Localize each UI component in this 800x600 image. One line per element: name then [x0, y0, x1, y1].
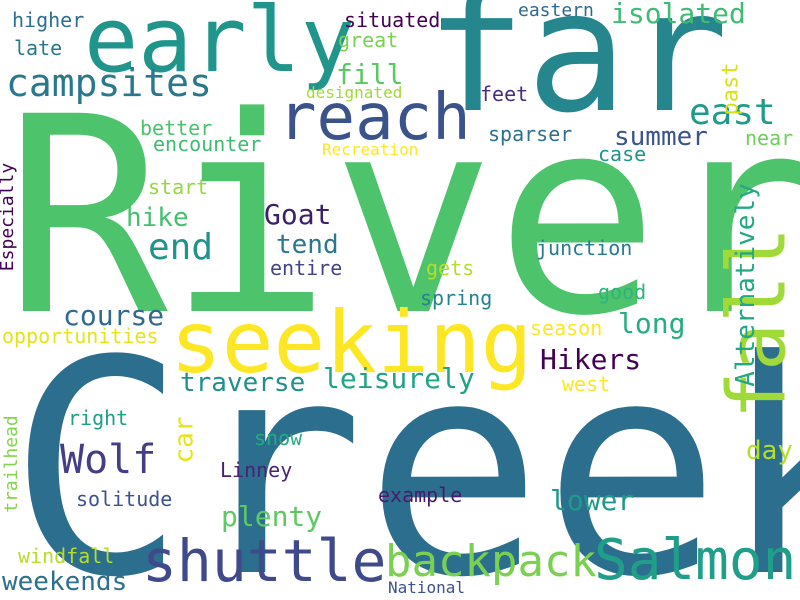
word-entire: entire — [270, 256, 343, 280]
word-past: past — [718, 62, 744, 116]
word-fill: fill — [336, 58, 404, 91]
word-trailhead: trailhead — [0, 415, 22, 513]
word-situated: situated — [344, 8, 441, 32]
word-especially: Especially — [0, 162, 19, 272]
word-weekends: weekends — [2, 567, 128, 597]
word-near: near — [745, 126, 794, 150]
word-east: east — [689, 92, 776, 133]
word-gets: gets — [426, 256, 475, 280]
word-backpack: backpack — [385, 536, 597, 587]
word-summer: summer — [614, 122, 708, 152]
word-good: good — [598, 280, 647, 304]
word-better: better — [140, 116, 213, 140]
word-far: far — [425, 0, 729, 150]
word-creek: Creek — [8, 297, 800, 600]
word-campsites: campsites — [6, 61, 212, 105]
word-linney: Linney — [220, 458, 293, 482]
word-national: National — [388, 578, 466, 597]
word-plenty: plenty — [221, 500, 323, 533]
word-course: course — [63, 299, 165, 332]
word-river: River — [4, 60, 800, 376]
word-recreation: Recreation — [322, 140, 419, 159]
word-case: case — [598, 142, 647, 166]
word-spring: spring — [420, 286, 493, 310]
word-end: end — [148, 227, 214, 268]
word-eastern: eastern — [518, 0, 594, 21]
word-season: season — [530, 316, 603, 340]
word-great: great — [338, 28, 399, 52]
word-reach: reach — [278, 81, 471, 155]
word-junction: junction — [536, 236, 633, 260]
word-hikers: Hikers — [540, 343, 642, 376]
word-seeking: seeking — [170, 293, 533, 393]
word-example: example — [378, 483, 463, 507]
word-leisurely: leisurely — [323, 362, 475, 395]
word-lower: lower — [550, 484, 635, 517]
word-day: day — [746, 436, 793, 466]
word-sparser: sparser — [488, 122, 573, 146]
word-higher: higher — [12, 8, 85, 32]
word-long: long — [618, 307, 686, 340]
word-alternatively: Alternatively — [730, 183, 761, 387]
word-car: car — [169, 416, 200, 464]
word-isolated: isolated — [611, 0, 746, 30]
word-start: start — [148, 175, 209, 199]
word-west: west — [562, 372, 611, 396]
word-goat: Goat — [264, 198, 332, 231]
word-hike: hike — [126, 203, 189, 233]
word-snow: snow — [254, 426, 303, 450]
word-feet: feet — [480, 82, 529, 106]
word-salmon: Salmon — [594, 528, 797, 593]
word-early: early — [84, 0, 355, 93]
word-opportunities: opportunities — [2, 324, 159, 348]
word-late: late — [14, 36, 63, 60]
word-tend: tend — [276, 230, 339, 260]
word-right: right — [68, 406, 129, 430]
word-solitude: solitude — [76, 487, 173, 511]
word-shuttle: shuttle — [142, 527, 387, 595]
word-traverse: traverse — [180, 368, 306, 398]
word-wolf: Wolf — [60, 437, 157, 483]
word-designated: designated — [306, 83, 403, 102]
word-windfall: windfall — [18, 544, 115, 568]
word-encounter: encounter — [153, 132, 262, 156]
